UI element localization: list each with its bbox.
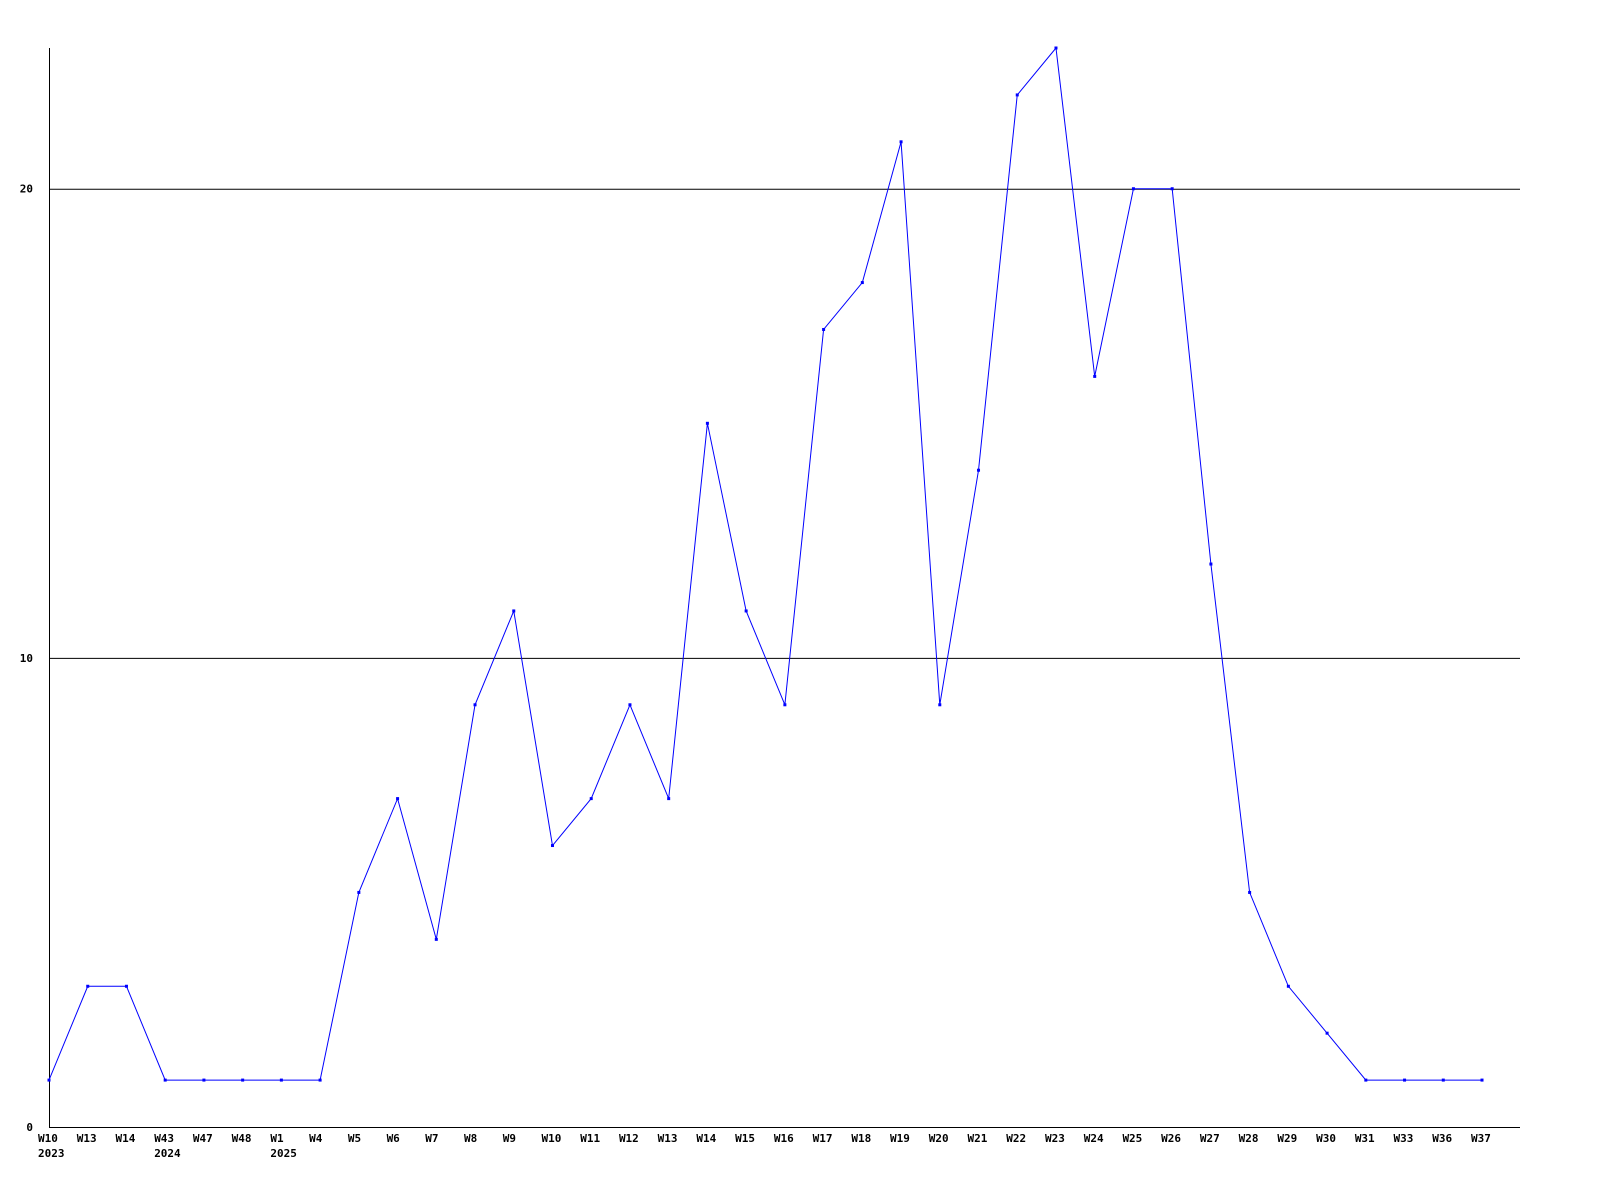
data-point	[860, 281, 864, 285]
data-point	[202, 1078, 206, 1082]
x-tick-label: W36	[1432, 1132, 1452, 1145]
x-tick-label: W37	[1471, 1132, 1491, 1145]
data-point	[667, 797, 671, 801]
x-tick-label: W14	[115, 1132, 135, 1145]
x-tick-label: W25	[1122, 1132, 1142, 1145]
x-tick-label: W47	[193, 1132, 213, 1145]
x-tick-label: W33	[1394, 1132, 1414, 1145]
data-point	[318, 1078, 322, 1082]
x-tick-label: W5	[348, 1132, 361, 1145]
x-year-label: 2025	[270, 1147, 297, 1160]
data-point	[1054, 46, 1058, 50]
x-tick-label: W10	[541, 1132, 561, 1145]
data-point	[1441, 1078, 1445, 1082]
y-tick-label: 20	[20, 183, 33, 196]
x-tick-label: W13	[77, 1132, 97, 1145]
data-point	[550, 844, 554, 848]
x-tick-label: W11	[580, 1132, 600, 1145]
data-point	[512, 609, 516, 613]
data-point	[1364, 1078, 1368, 1082]
data-point	[1093, 374, 1097, 378]
x-tick-label: W12	[619, 1132, 639, 1145]
x-tick-label: W22	[1006, 1132, 1026, 1145]
data-point	[628, 703, 632, 707]
data-point	[396, 797, 400, 801]
x-tick-label: W18	[851, 1132, 871, 1145]
x-tick-label: W1	[270, 1132, 284, 1145]
x-tick-label: W19	[890, 1132, 910, 1145]
x-tick-label: W10	[38, 1132, 58, 1145]
data-point	[1131, 187, 1135, 191]
x-tick-label: W7	[425, 1132, 438, 1145]
x-tick-label: W20	[929, 1132, 949, 1145]
y-tick-label: 0	[26, 1121, 33, 1134]
data-point	[1248, 890, 1252, 894]
data-point	[47, 1078, 51, 1082]
x-tick-label: W13	[658, 1132, 678, 1145]
data-point	[1286, 984, 1290, 988]
data-point	[899, 140, 903, 144]
x-tick-label: W48	[232, 1132, 252, 1145]
x-tick-label: W26	[1161, 1132, 1181, 1145]
data-point	[783, 703, 787, 707]
data-point	[977, 468, 981, 472]
data-point	[822, 327, 826, 331]
data-line	[48, 46, 1483, 1081]
data-point	[938, 703, 942, 707]
data-point	[1170, 187, 1174, 191]
x-tick-label: W29	[1277, 1132, 1297, 1145]
x-tick-label: W17	[813, 1132, 833, 1145]
data-point	[1015, 93, 1019, 97]
data-point	[705, 421, 709, 425]
x-tick-label: W9	[503, 1132, 516, 1145]
x-tick-label: W6	[387, 1132, 401, 1145]
data-point	[434, 937, 438, 941]
data-point	[124, 984, 128, 988]
x-tick-label: W27	[1200, 1132, 1220, 1145]
x-year-label: 2023	[38, 1147, 65, 1160]
data-point	[744, 609, 748, 613]
x-tick-label: W23	[1045, 1132, 1065, 1145]
x-tick-label: W28	[1239, 1132, 1259, 1145]
data-point	[241, 1078, 245, 1082]
x-tick-label: W4	[309, 1132, 323, 1145]
data-point	[589, 797, 593, 801]
data-point	[86, 984, 90, 988]
data-point	[1325, 1031, 1329, 1035]
x-tick-label: W43	[154, 1132, 174, 1145]
data-point	[473, 703, 477, 707]
data-point	[1209, 562, 1213, 566]
x-tick-label: W30	[1316, 1132, 1336, 1145]
x-tick-label: W16	[774, 1132, 794, 1145]
x-year-label: 2024	[154, 1147, 181, 1160]
x-tick-label: W31	[1355, 1132, 1375, 1145]
x-tick-label: W24	[1084, 1132, 1104, 1145]
x-tick-label: W21	[968, 1132, 988, 1145]
data-point	[357, 890, 361, 894]
x-tick-label: W8	[464, 1132, 477, 1145]
x-tick-label: W14	[696, 1132, 716, 1145]
y-tick-label: 10	[20, 652, 33, 665]
data-point	[1480, 1078, 1484, 1082]
data-point	[163, 1078, 167, 1082]
x-tick-label: W15	[735, 1132, 755, 1145]
data-point	[279, 1078, 283, 1082]
data-point	[1403, 1078, 1407, 1082]
